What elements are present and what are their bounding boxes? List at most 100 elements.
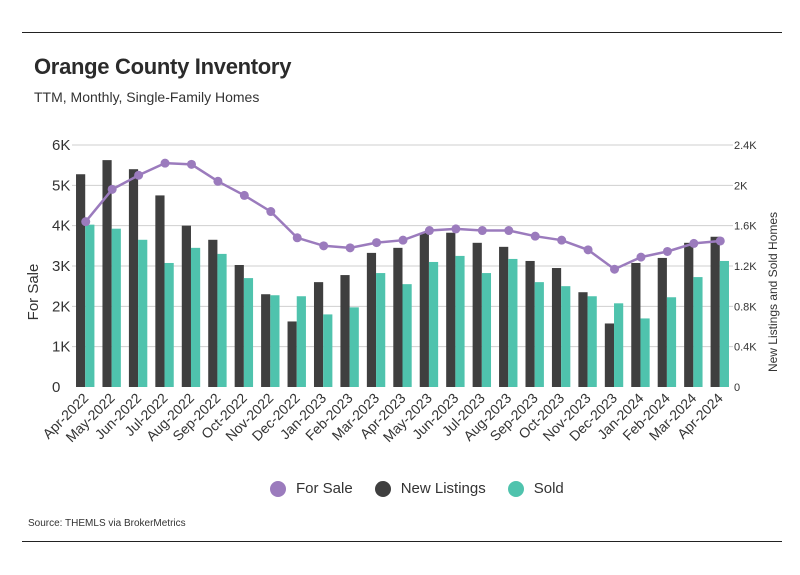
legend-label-new-listings: New Listings bbox=[400, 480, 486, 497]
bar-sold bbox=[296, 296, 306, 387]
point-for-sale bbox=[424, 226, 434, 236]
bar-new-listings bbox=[499, 246, 509, 387]
y-left-tick-label: 3K bbox=[52, 258, 70, 275]
bar-sold bbox=[719, 260, 729, 387]
bar-sold bbox=[270, 295, 280, 387]
y-right-tick-label: 1.6K bbox=[734, 221, 757, 233]
bar-new-listings bbox=[234, 264, 244, 387]
legend-swatch-for-sale bbox=[270, 480, 286, 497]
chart-subtitle: TTM, Monthly, Single-Family Homes bbox=[34, 89, 260, 105]
y-right-tick-label: 2.4K bbox=[734, 140, 757, 152]
bar-new-listings bbox=[340, 275, 350, 387]
bar-new-listings bbox=[181, 225, 191, 387]
y-right-tick-label: 0.8K bbox=[734, 301, 757, 313]
bar-sold bbox=[587, 296, 597, 387]
point-for-sale bbox=[107, 184, 117, 194]
bar-new-listings bbox=[710, 236, 720, 387]
bar-new-listings bbox=[208, 239, 218, 387]
bar-sold bbox=[481, 273, 492, 387]
bar-sold bbox=[534, 282, 544, 387]
y-left-tick-label: 4K bbox=[52, 218, 70, 235]
y-right-tick-label: 0 bbox=[734, 382, 740, 394]
bar-new-listings bbox=[155, 195, 165, 387]
bar-sold bbox=[349, 307, 359, 387]
point-for-sale bbox=[504, 226, 514, 236]
bar-sold bbox=[614, 303, 624, 387]
point-for-sale bbox=[451, 224, 461, 234]
bar-sold bbox=[508, 258, 518, 387]
bar-sold bbox=[666, 297, 677, 387]
bar-sold bbox=[217, 253, 227, 387]
y-right-tick-label: 1.2K bbox=[734, 261, 757, 273]
bar-new-listings bbox=[657, 257, 667, 387]
point-for-sale bbox=[689, 238, 699, 248]
bar-sold bbox=[243, 278, 254, 387]
y-left-tick-label: 2K bbox=[52, 298, 70, 315]
point-for-sale bbox=[134, 170, 144, 180]
bar-new-listings bbox=[551, 268, 562, 387]
point-for-sale bbox=[213, 176, 223, 186]
point-for-sale bbox=[239, 190, 249, 200]
bar-new-listings bbox=[313, 282, 324, 387]
legend-item-for-sale: For Sale bbox=[270, 480, 353, 497]
point-for-sale bbox=[610, 264, 620, 274]
point-for-sale bbox=[160, 158, 170, 168]
y-right-tick-label: 0.4K bbox=[734, 342, 757, 354]
point-for-sale bbox=[345, 243, 355, 253]
bar-sold bbox=[323, 314, 333, 387]
top-rule bbox=[22, 32, 782, 33]
point-for-sale bbox=[583, 245, 593, 255]
bar-new-listings bbox=[446, 232, 456, 387]
bar-new-listings bbox=[287, 321, 297, 387]
bar-new-listings bbox=[631, 262, 641, 387]
bar-new-listings bbox=[102, 160, 112, 387]
bar-new-listings bbox=[472, 242, 482, 387]
y-left-axis-title: For Sale bbox=[25, 264, 42, 321]
bar-sold bbox=[164, 262, 174, 387]
bar-new-listings bbox=[76, 174, 86, 387]
legend-label-for-sale: For Sale bbox=[296, 480, 353, 497]
bar-new-listings bbox=[578, 292, 588, 387]
legend-swatch-sold bbox=[507, 480, 524, 497]
y-left-tick-label: 0 bbox=[52, 379, 60, 396]
point-for-sale bbox=[292, 233, 302, 243]
bar-new-listings bbox=[684, 242, 694, 387]
bar-new-listings bbox=[128, 169, 139, 387]
bar-new-listings bbox=[261, 294, 271, 387]
y-left-tick-label: 1K bbox=[52, 339, 70, 356]
legend-item-new-listings: New Listings bbox=[374, 480, 486, 497]
bar-sold bbox=[402, 284, 412, 387]
chart-title: Orange County Inventory bbox=[34, 54, 292, 79]
bottom-rule bbox=[22, 541, 782, 542]
bar-sold bbox=[111, 228, 121, 387]
bar-sold bbox=[693, 277, 703, 387]
bar-new-listings bbox=[604, 323, 615, 387]
bar-sold bbox=[85, 224, 95, 387]
y-right-tick-label: 2K bbox=[734, 180, 748, 192]
point-for-sale bbox=[372, 238, 382, 248]
point-for-sale bbox=[662, 246, 672, 256]
point-for-sale bbox=[530, 231, 540, 241]
point-for-sale bbox=[557, 235, 567, 245]
bar-sold bbox=[190, 247, 201, 387]
bar-new-listings bbox=[393, 247, 403, 387]
bar-sold bbox=[428, 261, 439, 387]
point-for-sale bbox=[81, 217, 91, 227]
bar-sold bbox=[455, 255, 465, 387]
point-for-sale bbox=[266, 207, 276, 217]
legend-item-sold: Sold bbox=[507, 480, 564, 497]
bar-sold bbox=[561, 286, 571, 387]
bar-new-listings bbox=[419, 232, 429, 387]
y-left-tick-label: 6K bbox=[52, 137, 70, 154]
point-for-sale bbox=[398, 235, 408, 245]
y-right-axis-title: New Listings and Sold Homes bbox=[766, 212, 780, 372]
bar-sold bbox=[376, 273, 386, 387]
source-note: Source: THEMLS via BrokerMetrics bbox=[28, 518, 186, 529]
point-for-sale bbox=[715, 236, 725, 246]
point-for-sale bbox=[186, 159, 196, 169]
bar-new-listings bbox=[366, 252, 377, 387]
legend: For Sale New Listings Sold bbox=[270, 480, 586, 497]
legend-label-sold: Sold bbox=[533, 480, 564, 497]
point-for-sale bbox=[319, 241, 329, 251]
